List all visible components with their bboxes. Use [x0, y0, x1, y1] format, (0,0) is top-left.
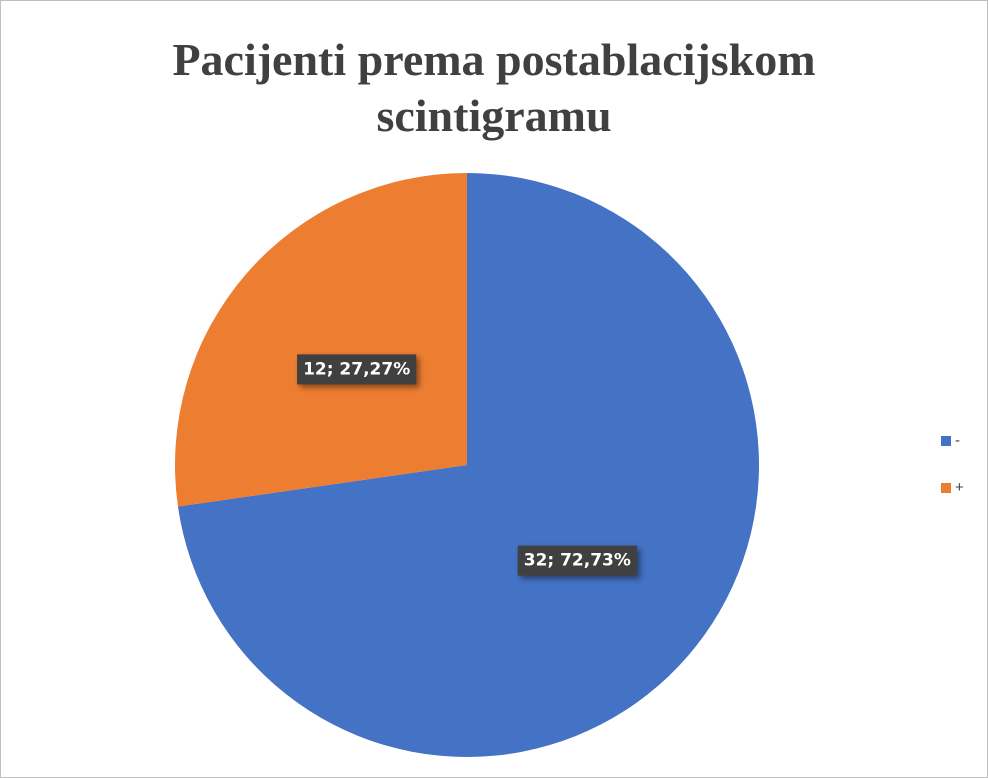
data-label: 12; 27,27% — [303, 359, 410, 379]
data-label: 32; 72,73% — [524, 551, 631, 571]
pie-slice — [177, 173, 759, 757]
legend-label: - — [955, 432, 960, 449]
data-label-box — [517, 545, 637, 576]
data-label-box — [297, 354, 417, 385]
legend-swatch — [941, 436, 951, 446]
legend-label: + — [955, 479, 964, 496]
pie-slice — [174, 173, 467, 507]
legend-swatch — [941, 483, 951, 493]
chart-title: Pacijenti prema postablacijskom scintigr… — [172, 34, 816, 141]
